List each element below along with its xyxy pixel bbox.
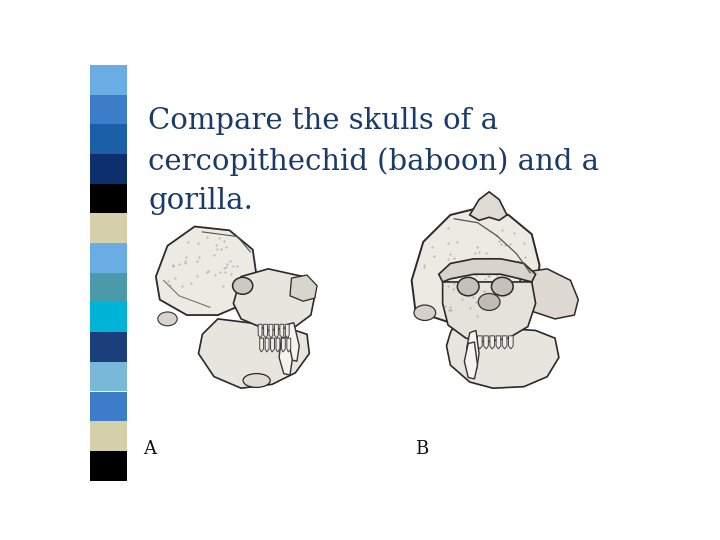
Ellipse shape (457, 278, 479, 296)
PathPatch shape (274, 325, 279, 338)
Bar (90, 392, 127, 421)
PathPatch shape (520, 269, 578, 319)
PathPatch shape (290, 275, 317, 301)
Bar (90, 451, 127, 481)
PathPatch shape (464, 342, 477, 379)
PathPatch shape (260, 338, 264, 352)
PathPatch shape (156, 226, 256, 315)
PathPatch shape (503, 336, 507, 349)
Bar (90, 154, 127, 184)
PathPatch shape (258, 325, 262, 338)
Text: B: B (415, 440, 428, 457)
PathPatch shape (276, 338, 280, 352)
Ellipse shape (414, 305, 436, 320)
Bar (90, 243, 127, 273)
PathPatch shape (249, 276, 300, 307)
PathPatch shape (508, 336, 513, 349)
PathPatch shape (269, 325, 273, 338)
PathPatch shape (446, 325, 559, 388)
Ellipse shape (492, 278, 513, 296)
PathPatch shape (279, 336, 292, 375)
PathPatch shape (467, 330, 479, 369)
Bar (90, 184, 127, 213)
Ellipse shape (478, 294, 500, 310)
PathPatch shape (496, 336, 500, 349)
Ellipse shape (158, 312, 177, 326)
PathPatch shape (285, 325, 289, 338)
PathPatch shape (264, 325, 267, 338)
PathPatch shape (412, 207, 539, 327)
PathPatch shape (490, 336, 495, 349)
PathPatch shape (477, 336, 482, 349)
Bar (90, 94, 127, 124)
PathPatch shape (233, 269, 315, 330)
PathPatch shape (287, 338, 291, 352)
Bar (90, 421, 127, 451)
Bar (90, 362, 127, 392)
PathPatch shape (286, 323, 300, 361)
Ellipse shape (243, 374, 270, 387)
Bar (90, 273, 127, 302)
PathPatch shape (469, 192, 507, 220)
PathPatch shape (282, 338, 285, 352)
PathPatch shape (271, 338, 274, 352)
PathPatch shape (280, 325, 284, 338)
PathPatch shape (199, 319, 310, 388)
Text: cercopithechid (baboon) and a: cercopithechid (baboon) and a (148, 147, 599, 176)
Ellipse shape (233, 278, 253, 294)
PathPatch shape (484, 336, 488, 349)
Bar (90, 124, 127, 154)
Bar (90, 65, 127, 94)
Bar (90, 332, 127, 362)
PathPatch shape (443, 282, 536, 342)
PathPatch shape (265, 338, 269, 352)
Bar (90, 302, 127, 332)
PathPatch shape (472, 336, 476, 349)
Text: A: A (143, 440, 156, 457)
Text: gorilla.: gorilla. (148, 187, 253, 215)
PathPatch shape (438, 259, 536, 282)
Text: Compare the skulls of a: Compare the skulls of a (148, 107, 498, 135)
Bar (90, 213, 127, 243)
